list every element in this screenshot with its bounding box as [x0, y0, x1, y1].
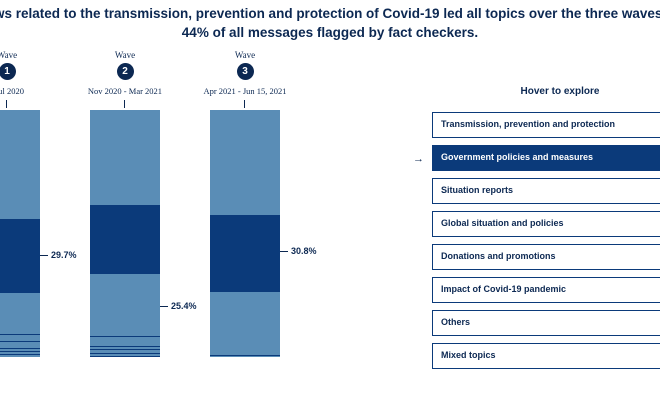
wave-2-callout-line: [160, 306, 168, 307]
segment-divider: [90, 355, 160, 357]
legend-item-situation-reports[interactable]: Situation reports: [432, 178, 660, 204]
wave-3-label: Wave: [234, 50, 256, 60]
legend-item-global-situation[interactable]: Global situation and policies: [432, 211, 660, 237]
bar-segment[interactable]: [0, 292, 40, 334]
segment-divider: [0, 353, 40, 355]
segment-divider: [0, 292, 40, 294]
segment-divider: [90, 335, 160, 337]
wave-1-number-badge: 1: [0, 63, 16, 80]
segment-divider: [210, 291, 280, 293]
legend-item-government-policies[interactable]: Government policies and measures: [432, 145, 660, 171]
segment-divider: [0, 341, 40, 343]
wave-2-header: Wave 2 Nov 2020 - Mar 2021: [60, 50, 190, 96]
segment-divider: [0, 334, 40, 336]
legend-item-others[interactable]: Others: [432, 310, 660, 336]
headline-line-2: 44% of all messages flagged by fact chec…: [181, 25, 479, 40]
legend-item-transmission[interactable]: Transmission, prevention and protection: [432, 112, 660, 138]
wave-2-stacked-bar[interactable]: [90, 110, 160, 357]
wave-1-highlight-pct: 29.7%: [51, 250, 77, 260]
wave-2-number-badge: 2: [116, 63, 134, 80]
wave-2-tick: [124, 100, 125, 108]
bar-segment[interactable]: [210, 291, 280, 354]
legend-item-mixed-topics[interactable]: Mixed topics: [432, 343, 660, 369]
bar-segment[interactable]: [90, 336, 160, 346]
segment-divider: [0, 218, 40, 220]
active-item-arrow-icon: →: [413, 153, 424, 165]
wave-3-tick: [244, 100, 245, 108]
wave-1-stacked-bar[interactable]: [0, 110, 40, 357]
legend-item-donations[interactable]: Donations and promotions: [432, 244, 660, 270]
wave-3-stacked-bar[interactable]: [210, 110, 280, 357]
segment-divider: [210, 214, 280, 216]
headline-line-1: ws related to the transmission, preventi…: [0, 6, 660, 21]
wave-1-label: Wave: [0, 50, 18, 60]
segment-divider: [210, 354, 280, 356]
bar-segment[interactable]: [0, 334, 40, 341]
wave-2-label: Wave: [114, 50, 136, 60]
segment-divider: [0, 347, 40, 349]
wave-1-tick: [6, 100, 7, 108]
segment-divider: [90, 273, 160, 275]
segment-divider: [90, 353, 160, 355]
wave-2-highlight-pct: 25.4%: [171, 301, 197, 311]
bar-segment[interactable]: [0, 110, 40, 219]
bar-segment[interactable]: [210, 110, 280, 215]
wave-3-number-badge: 3: [236, 63, 254, 80]
segment-divider: [90, 345, 160, 347]
bar-segment[interactable]: [90, 273, 160, 336]
segment-divider: [90, 349, 160, 351]
bar-segment[interactable]: [90, 205, 160, 274]
bar-segment[interactable]: [0, 218, 40, 293]
hover-to-explore-title: Hover to explore: [520, 86, 600, 97]
wave-2-date: Nov 2020 - Mar 2021: [87, 86, 163, 96]
bar-segment[interactable]: [90, 110, 160, 205]
wave-3-highlight-pct: 30.8%: [291, 246, 317, 256]
segment-divider: [90, 205, 160, 207]
wave-1-callout-line: [40, 255, 48, 256]
segment-divider: [0, 351, 40, 353]
wave-1-date: - Jul 2020: [0, 86, 24, 96]
wave-3-date: Apr 2021 - Jun 15, 2021: [203, 86, 287, 96]
wave-3-callout-line: [280, 251, 288, 252]
legend-item-impact[interactable]: Impact of Covid-19 pandemic: [432, 277, 660, 303]
bar-segment[interactable]: [210, 214, 280, 292]
wave-1-header: Wave 1 - Jul 2020: [0, 50, 72, 96]
wave-3-header: Wave 3 Apr 2021 - Jun 15, 2021: [180, 50, 310, 96]
